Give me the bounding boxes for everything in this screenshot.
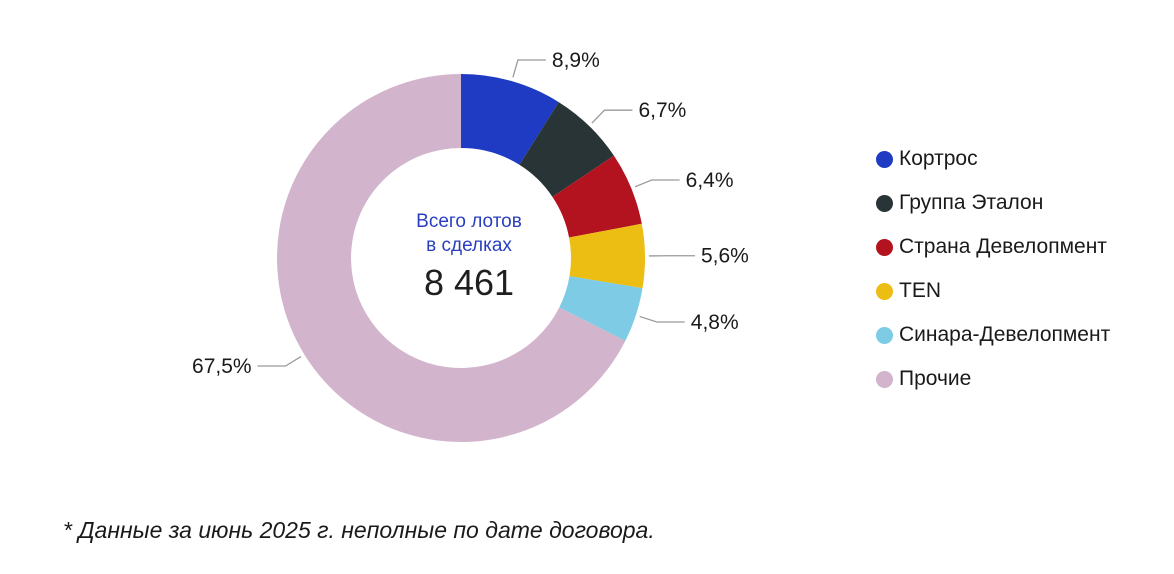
slice-label-ten: 5,6% — [701, 245, 749, 268]
leader-line-strana — [634, 179, 680, 188]
slice-label-strana: 6,4% — [686, 169, 734, 192]
legend-label: TEN — [899, 279, 941, 302]
legend-swatch — [876, 282, 893, 300]
leader-line-other — [257, 356, 302, 367]
slice-label-sinara: 4,8% — [691, 311, 739, 334]
slice-sinara — [559, 276, 643, 341]
slice-labels: 8,9% 6,7% 6,4% 5,6% 4,8% 67,5% — [192, 49, 749, 378]
footnote: * Данные за июнь 2025 г. неполные по дат… — [63, 517, 655, 543]
center-total: 8 461 — [424, 262, 514, 303]
legend-label: Группа Эталон — [899, 191, 1044, 214]
legend-swatch — [876, 370, 893, 388]
legend-swatch — [876, 150, 893, 168]
legend-swatch — [876, 326, 893, 344]
center-caption-line1: Всего лотов — [416, 211, 522, 232]
legend-label: Страна Девелопмент — [899, 235, 1107, 258]
slice-label-etalon: 6,7% — [638, 99, 686, 122]
legend-item-strana: Страна Девелопмент — [876, 225, 1110, 269]
legend-swatch — [876, 194, 893, 212]
legend-label: Прочие — [899, 367, 972, 390]
center-caption-line2: в сделках — [426, 235, 512, 256]
leader-line-kortros — [512, 59, 546, 78]
slice-label-kortros: 8,9% — [552, 49, 600, 72]
legend-item-kortros: Кортрос — [876, 137, 1110, 181]
slice-strana — [552, 155, 642, 238]
legend-item-other: Прочие — [876, 357, 1110, 401]
slice-kortros — [461, 74, 559, 165]
leader-line-sinara — [639, 315, 685, 323]
slice-other — [277, 73, 626, 443]
legend-item-etalon: Группа Эталон — [876, 181, 1110, 225]
leader-line-etalon — [591, 109, 633, 124]
legend: Кортрос Группа Эталон Страна Девелопмент… — [876, 137, 1110, 401]
slice-label-other: 67,5% — [192, 355, 252, 378]
slice-etalon — [519, 102, 614, 197]
slice-ten — [569, 223, 645, 289]
legend-label: Кортрос — [899, 147, 978, 170]
legend-item-sinara: Синара-Девелопмент — [876, 313, 1110, 357]
donut-slices — [277, 73, 645, 443]
legend-swatch — [876, 238, 893, 256]
legend-label: Синара-Девелопмент — [899, 323, 1111, 346]
legend-item-ten: TEN — [876, 269, 1110, 313]
